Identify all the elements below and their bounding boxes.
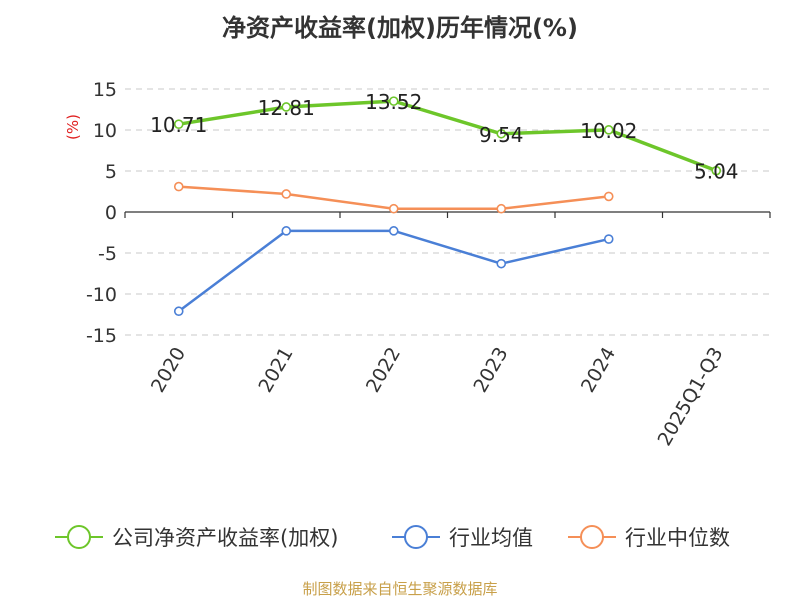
series-line — [178, 99, 717, 173]
series-point — [496, 258, 507, 269]
legend-marker — [404, 525, 428, 549]
data-label: 5.04 — [694, 160, 739, 184]
series-point — [496, 203, 507, 214]
x-axis — [124, 211, 771, 218]
series-point — [388, 226, 399, 236]
series-point — [496, 128, 507, 139]
series-point — [281, 102, 292, 112]
data-label: 10.71 — [150, 113, 207, 137]
data-labels: 10.71 12.81 13.52 9.54 10.02 5.04 — [150, 90, 738, 184]
series-point — [173, 181, 184, 192]
series-line — [178, 229, 610, 313]
y-tick-label: -10 — [86, 284, 117, 306]
data-label: 12.81 — [258, 96, 315, 120]
series-group — [173, 96, 722, 317]
x-category-label: 2023 — [469, 344, 512, 397]
legend-label: 公司净资产收益率(加权) — [112, 526, 338, 550]
series-point — [388, 96, 399, 106]
y-tick-label: -15 — [86, 325, 117, 347]
x-category-label: 2022 — [362, 344, 405, 397]
series-point — [711, 165, 722, 176]
legend-label: 行业中位数 — [625, 526, 730, 550]
x-category-label: 2020 — [147, 344, 190, 397]
y-tick-label: 15 — [93, 79, 117, 101]
y-tick-label: 10 — [93, 120, 117, 142]
series-point — [388, 203, 399, 214]
series-point — [603, 234, 614, 244]
legend-label: 行业均值 — [449, 526, 533, 550]
x-category-label: 2021 — [254, 344, 297, 397]
data-label: 9.54 — [479, 123, 524, 147]
x-category-label: 2025Q1-Q3 — [654, 344, 728, 450]
y-axis-unit-label: (%) — [64, 114, 82, 140]
series-point — [603, 191, 614, 202]
grid-lines — [125, 88, 770, 336]
chart-title: 净资产收益率(加权)历年情况(%) — [222, 14, 578, 42]
series-point — [281, 226, 292, 236]
legend-marker — [67, 525, 91, 549]
series-point — [281, 189, 292, 199]
x-category-label: 2024 — [577, 344, 620, 397]
series-point — [173, 119, 184, 129]
series-point — [603, 125, 614, 135]
y-tick-label: -5 — [98, 243, 117, 265]
legend: 公司净资产收益率(加权) 行业均值 行业中位数 — [55, 525, 730, 550]
series-point — [173, 306, 184, 317]
source-note: 制图数据来自恒生聚源数据库 — [302, 580, 497, 598]
x-axis-ticks: 2020 2021 2022 2023 2024 2025Q1-Q3 — [147, 344, 728, 450]
legend-marker — [580, 525, 604, 549]
y-tick-label: 5 — [105, 161, 117, 183]
y-tick-label: 0 — [105, 202, 117, 224]
data-label: 10.02 — [580, 119, 637, 143]
data-label: 13.52 — [365, 90, 422, 114]
y-axis-ticks: 15 10 5 0 -5 -10 -15 — [86, 79, 117, 347]
